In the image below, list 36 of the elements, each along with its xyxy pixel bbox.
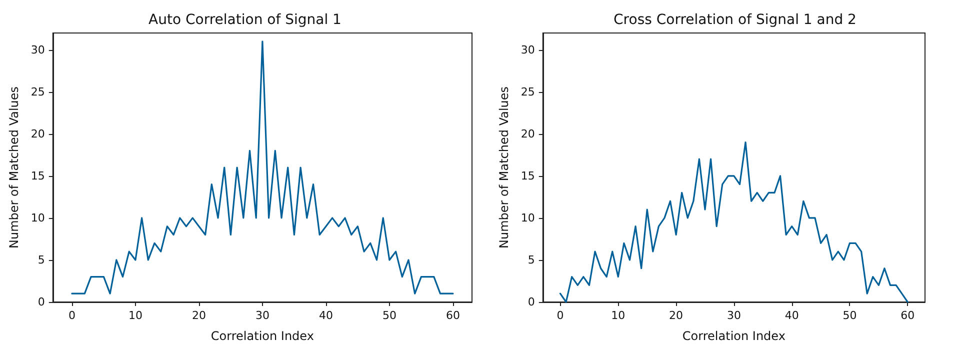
y-tick-label: 5 (528, 253, 535, 266)
y-tick-label: 5 (38, 253, 45, 266)
y-tick-label: 10 (520, 211, 535, 224)
y-tick-label: 25 (520, 85, 535, 98)
y-axis-title: Number of Matched Values (497, 86, 511, 249)
x-tick-label: 10 (128, 309, 142, 322)
chart-title: Auto Correlation of Signal 1 (148, 12, 342, 28)
x-tick-label: 30 (255, 309, 270, 322)
x-tick-label: 0 (68, 309, 76, 322)
y-tick-label: 25 (30, 85, 45, 98)
line-series (71, 40, 454, 294)
y-tick-label: 0 (38, 296, 45, 308)
y-axis-title: Number of Matched Values (7, 86, 21, 249)
x-tick-label: 50 (842, 309, 857, 322)
y-tick-label: 30 (520, 43, 535, 56)
x-tick-label: 40 (318, 309, 333, 322)
x-tick-label: 60 (446, 309, 460, 322)
line-series (559, 141, 908, 303)
x-tick-label: 30 (726, 309, 741, 322)
y-tick-label: 15 (30, 169, 45, 182)
x-axis-title: Correlation Index (210, 329, 314, 343)
x-tick-label: 10 (611, 309, 626, 322)
y-tick-label: 0 (528, 296, 535, 308)
y-tick-label: 20 (520, 127, 535, 140)
x-tick-label: 50 (382, 309, 396, 322)
x-tick-label: 40 (784, 309, 799, 322)
y-tick-label: 20 (30, 127, 45, 140)
x-tick-label: 20 (669, 309, 684, 322)
y-tick-label: 30 (30, 43, 45, 56)
x-tick-label: 0 (556, 309, 564, 322)
x-tick-label: 60 (900, 309, 915, 322)
x-axis-title: Correlation Index (682, 329, 786, 343)
y-tick-label: 10 (30, 211, 45, 224)
y-tick-label: 15 (520, 169, 535, 182)
x-tick-label: 20 (192, 309, 206, 322)
chart-title: Cross Correlation of Signal 1 and 2 (614, 12, 856, 28)
